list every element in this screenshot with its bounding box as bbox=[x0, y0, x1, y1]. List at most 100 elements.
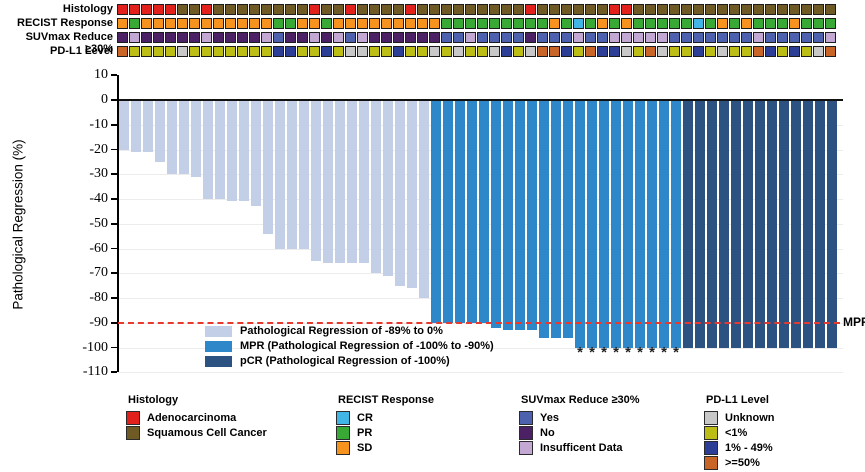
legend-group-title: SUVmax Reduce ≥30% bbox=[521, 394, 640, 406]
track-cell-suvmax-reduce bbox=[201, 32, 212, 43]
bar bbox=[287, 101, 297, 249]
legend-swatch bbox=[336, 441, 350, 455]
track-cell-pdl1-level bbox=[705, 46, 716, 57]
track-cell-histology bbox=[117, 4, 128, 15]
track-cell-histology bbox=[549, 4, 560, 15]
track-cell-histology bbox=[141, 4, 152, 15]
track-cell-pdl1-level bbox=[681, 46, 692, 57]
track-cell-recist-response bbox=[237, 18, 248, 29]
track-cell-recist-response bbox=[189, 18, 200, 29]
track-cell-histology bbox=[357, 4, 368, 15]
y-tick-label: -70 bbox=[89, 265, 108, 281]
track-cell-recist-response bbox=[285, 18, 296, 29]
asterisk: * bbox=[613, 344, 619, 361]
track-cell-recist-response bbox=[549, 18, 560, 29]
track-cell-histology bbox=[273, 4, 284, 15]
bar bbox=[119, 101, 129, 150]
y-tick bbox=[111, 247, 117, 250]
track-cell-suvmax-reduce bbox=[213, 32, 224, 43]
track-cell-suvmax-reduce bbox=[633, 32, 644, 43]
y-tick-label: -110 bbox=[82, 364, 108, 380]
mpr-threshold-label: MPR bbox=[843, 315, 865, 329]
track-cell-suvmax-reduce bbox=[393, 32, 404, 43]
track-cell-recist-response bbox=[633, 18, 644, 29]
track-cell-histology bbox=[345, 4, 356, 15]
track-cell-recist-response bbox=[201, 18, 212, 29]
track-cell-histology bbox=[129, 4, 140, 15]
track-cell-recist-response bbox=[249, 18, 260, 29]
track-cell-suvmax-reduce bbox=[525, 32, 536, 43]
bar bbox=[479, 101, 489, 323]
track-cell-histology bbox=[801, 4, 812, 15]
track-cell-pdl1-level bbox=[753, 46, 764, 57]
track-cell-histology bbox=[201, 4, 212, 15]
bar bbox=[467, 101, 477, 323]
track-cell-suvmax-reduce bbox=[669, 32, 680, 43]
track-cell-suvmax-reduce bbox=[333, 32, 344, 43]
track-cell-suvmax-reduce bbox=[717, 32, 728, 43]
track-cell-pdl1-level bbox=[177, 46, 188, 57]
y-tick-label: 0 bbox=[101, 92, 108, 107]
track-cell-suvmax-reduce bbox=[297, 32, 308, 43]
y-tick-label: -60 bbox=[89, 240, 108, 256]
track-cell-pdl1-level bbox=[633, 46, 644, 57]
track-cell-histology bbox=[177, 4, 188, 15]
track-cell-suvmax-reduce bbox=[417, 32, 428, 43]
track-cell-recist-response bbox=[513, 18, 524, 29]
track-cell-recist-response bbox=[645, 18, 656, 29]
track-cell-pdl1-level bbox=[537, 46, 548, 57]
track-cell-pdl1-level bbox=[465, 46, 476, 57]
track-cell-suvmax-reduce bbox=[801, 32, 812, 43]
track-cell-suvmax-reduce bbox=[789, 32, 800, 43]
y-tick bbox=[111, 74, 117, 77]
track-cell-pdl1-level bbox=[405, 46, 416, 57]
legend-group-title: RECIST Response bbox=[338, 394, 434, 406]
track-cell-suvmax-reduce bbox=[429, 32, 440, 43]
track-cell-pdl1-level bbox=[597, 46, 608, 57]
track-cell-recist-response bbox=[441, 18, 452, 29]
bar bbox=[551, 101, 561, 338]
track-cell-suvmax-reduce bbox=[129, 32, 140, 43]
track-cell-recist-response bbox=[501, 18, 512, 29]
track-cell-recist-response bbox=[681, 18, 692, 29]
track-cell-histology bbox=[813, 4, 824, 15]
bar bbox=[671, 101, 681, 348]
bar bbox=[335, 101, 345, 264]
track-cell-histology bbox=[741, 4, 752, 15]
track-cell-recist-response bbox=[525, 18, 536, 29]
track-cell-pdl1-level bbox=[129, 46, 140, 57]
track-cell-suvmax-reduce bbox=[693, 32, 704, 43]
bar bbox=[575, 101, 585, 348]
legend-swatch bbox=[519, 426, 533, 440]
track-cell-suvmax-reduce bbox=[585, 32, 596, 43]
track-cell-recist-response bbox=[393, 18, 404, 29]
bar bbox=[215, 101, 225, 199]
track-cell-histology bbox=[693, 4, 704, 15]
asterisk: * bbox=[649, 344, 655, 361]
bar bbox=[791, 101, 801, 348]
track-cell-recist-response bbox=[477, 18, 488, 29]
track-cell-suvmax-reduce bbox=[621, 32, 632, 43]
track-cell-recist-response bbox=[297, 18, 308, 29]
bar bbox=[515, 101, 525, 331]
track-cell-histology bbox=[621, 4, 632, 15]
track-cell-pdl1-level bbox=[333, 46, 344, 57]
bar bbox=[635, 101, 645, 348]
track-cell-suvmax-reduce bbox=[141, 32, 152, 43]
track-cell-recist-response bbox=[705, 18, 716, 29]
legend-swatch bbox=[126, 426, 140, 440]
legend-item-label: Yes bbox=[540, 412, 559, 424]
track-cell-pdl1-level bbox=[213, 46, 224, 57]
track-cell-recist-response bbox=[741, 18, 752, 29]
track-cell-histology bbox=[657, 4, 668, 15]
y-tick-label: -10 bbox=[89, 116, 108, 132]
track-cell-recist-response bbox=[669, 18, 680, 29]
track-cell-pdl1-level bbox=[273, 46, 284, 57]
track-cell-histology bbox=[477, 4, 488, 15]
track-cell-suvmax-reduce bbox=[153, 32, 164, 43]
track-cell-histology bbox=[261, 4, 272, 15]
legend-item-label: >=50% bbox=[725, 457, 760, 469]
legend-swatch bbox=[704, 456, 718, 470]
track-cell-pdl1-level bbox=[345, 46, 356, 57]
asterisk: * bbox=[673, 344, 679, 361]
